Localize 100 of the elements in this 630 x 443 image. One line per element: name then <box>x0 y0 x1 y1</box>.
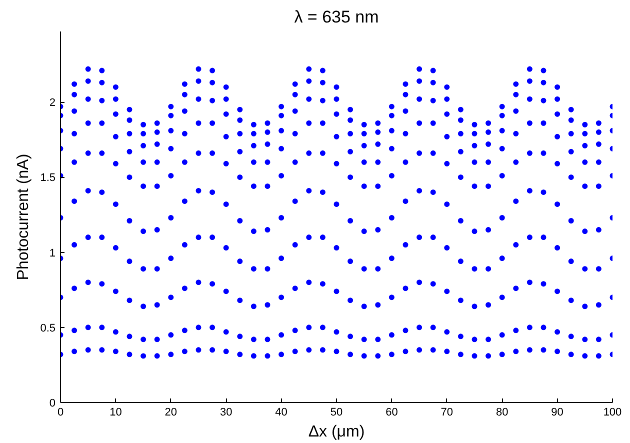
point <box>388 352 394 358</box>
point <box>264 159 270 165</box>
point <box>540 98 546 104</box>
point <box>416 188 422 194</box>
point <box>458 298 464 304</box>
x-tick-label: 20 <box>164 406 178 418</box>
point <box>264 266 270 272</box>
point <box>416 150 422 156</box>
point <box>278 112 284 118</box>
point <box>278 256 284 262</box>
point <box>237 148 243 154</box>
point <box>278 332 284 338</box>
point <box>361 183 367 189</box>
point <box>361 336 367 342</box>
point <box>540 68 546 74</box>
point <box>85 150 91 156</box>
point <box>210 150 216 156</box>
point <box>513 328 519 334</box>
point <box>444 288 450 294</box>
point <box>85 120 91 126</box>
point <box>596 302 602 308</box>
point <box>596 120 602 126</box>
point <box>182 286 188 292</box>
point <box>568 148 574 154</box>
point <box>361 266 367 272</box>
point <box>264 141 270 147</box>
point <box>402 159 408 165</box>
point <box>278 294 284 300</box>
point <box>458 130 464 136</box>
point <box>348 130 354 136</box>
x-tick-label: 0 <box>57 406 64 418</box>
point <box>250 122 256 128</box>
point <box>182 242 188 248</box>
point <box>499 112 505 118</box>
point <box>99 324 105 330</box>
point <box>237 117 243 123</box>
point <box>361 353 367 359</box>
point <box>568 298 574 304</box>
point <box>375 129 381 135</box>
y-axis-title: Photocurrent (nA) <box>15 154 32 280</box>
point <box>99 120 105 126</box>
point <box>472 353 478 359</box>
point <box>554 111 560 117</box>
point <box>306 280 312 286</box>
point <box>430 150 436 156</box>
point <box>486 159 492 165</box>
point <box>306 66 312 72</box>
point <box>210 120 216 126</box>
point <box>237 352 243 358</box>
point <box>85 280 91 286</box>
point <box>458 148 464 154</box>
point <box>526 66 532 72</box>
point <box>168 146 174 152</box>
point <box>596 141 602 147</box>
point <box>126 130 132 136</box>
point <box>402 130 408 136</box>
point <box>486 120 492 126</box>
point <box>416 324 422 330</box>
point <box>140 266 146 272</box>
point <box>568 106 574 112</box>
point <box>361 304 367 310</box>
point <box>334 288 340 294</box>
point <box>582 183 588 189</box>
point <box>430 281 436 287</box>
point <box>526 150 532 156</box>
point <box>250 353 256 359</box>
point <box>85 78 91 84</box>
point <box>526 78 532 84</box>
point <box>388 215 394 220</box>
x-tick-label: 40 <box>275 406 288 418</box>
y-tick-label: 2 <box>49 97 56 110</box>
point <box>250 183 256 189</box>
point <box>126 258 132 264</box>
point <box>334 96 340 102</box>
point <box>237 106 243 112</box>
point <box>72 242 78 248</box>
point <box>402 242 408 248</box>
point <box>320 234 326 240</box>
point <box>568 352 574 358</box>
point <box>278 104 284 110</box>
point <box>196 280 202 286</box>
point <box>182 159 188 165</box>
point <box>140 353 146 359</box>
point <box>140 159 146 165</box>
point <box>85 96 91 102</box>
point <box>210 98 216 104</box>
point <box>196 324 202 330</box>
point <box>334 348 340 354</box>
point <box>223 201 229 207</box>
point <box>402 198 408 204</box>
point <box>112 96 118 102</box>
point <box>196 234 202 240</box>
point <box>278 172 284 178</box>
point <box>250 142 256 148</box>
point <box>444 348 450 354</box>
point <box>361 122 367 128</box>
point <box>168 352 174 358</box>
point <box>210 234 216 240</box>
point <box>375 227 381 233</box>
point <box>237 174 243 180</box>
